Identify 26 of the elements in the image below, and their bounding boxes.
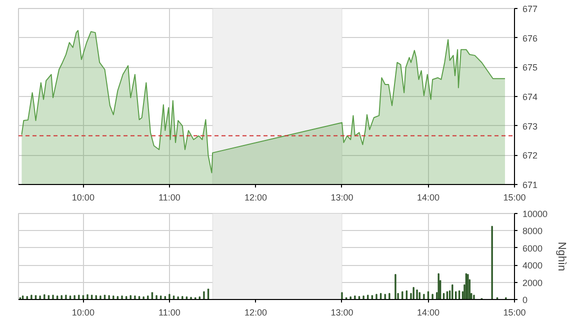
x-tick-label: 15:00: [503, 192, 526, 202]
y-tick-label: 0: [522, 295, 528, 305]
y-tick-label: 671: [522, 180, 538, 190]
x-tick-label: 13:00: [330, 192, 354, 202]
x-tick-label: 11:00: [158, 308, 180, 318]
y-tick-label: 675: [522, 62, 538, 73]
x-tick-label: 12:00: [244, 308, 267, 318]
x-tick-label: 15:00: [503, 308, 526, 318]
x-tick-label: 11:00: [158, 192, 180, 202]
y-tick-label: 6000: [522, 243, 543, 254]
x-tick-label: 10:00: [72, 308, 94, 318]
y-tick-label: 8000: [522, 226, 543, 236]
y-tick-label: 672: [522, 150, 538, 161]
y-tick-label: 673: [522, 121, 538, 132]
y-axis-title: Nghìn: [556, 242, 568, 272]
y-tick-label: 677: [522, 4, 538, 14]
y-tick-label: 10000: [522, 209, 548, 219]
x-tick-label: 14:00: [416, 192, 440, 202]
x-tick-label: 14:00: [416, 308, 440, 318]
y-tick-label: 4000: [522, 260, 543, 271]
x-tick-label: 12:00: [244, 192, 267, 202]
x-tick-label: 13:00: [330, 308, 354, 318]
y-tick-label: 2000: [522, 278, 543, 288]
y-tick-label: 674: [522, 92, 538, 102]
y-tick-label: 676: [522, 33, 538, 44]
x-tick-label: 10:00: [72, 192, 94, 202]
